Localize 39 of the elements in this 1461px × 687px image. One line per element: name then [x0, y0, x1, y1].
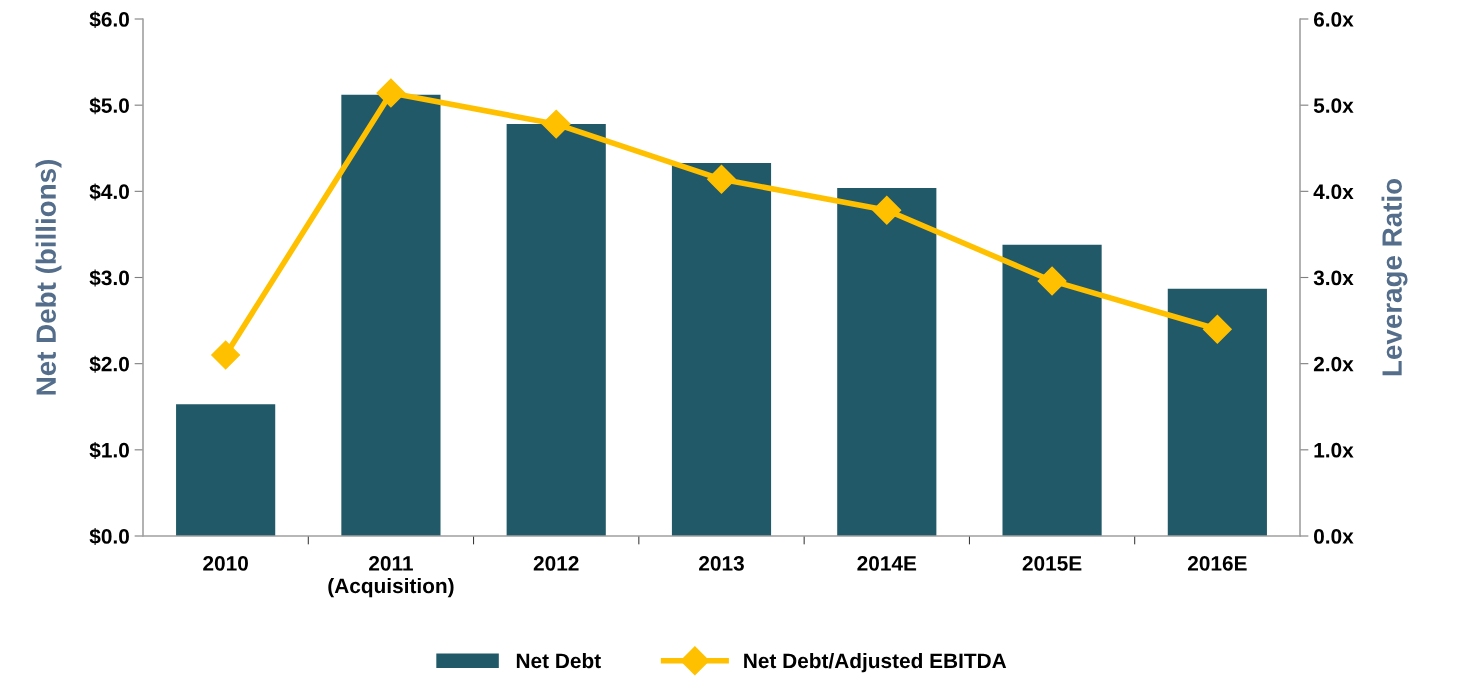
- x-tick-label: 2010: [203, 555, 248, 571]
- bar: [176, 404, 276, 536]
- y2-tick-label: 6.0x: [1313, 12, 1354, 27]
- y2-tick-label: 2.0x: [1313, 356, 1354, 372]
- y-tick-label: $4.0: [89, 183, 129, 201]
- y-tick-label: $0.0: [89, 528, 129, 546]
- x-tick-label: 2015E: [1022, 555, 1082, 571]
- x-tick-label: 2013: [699, 555, 744, 571]
- bar: [1002, 244, 1102, 536]
- y2-axis-title: Leverage Ratio: [1381, 179, 1408, 376]
- x-tick-label: 2012: [533, 555, 579, 571]
- x-tick-label: 2016E: [1187, 555, 1247, 571]
- y2-tick-label: 0.0x: [1314, 529, 1354, 544]
- y2-tick-label: 1.0x: [1314, 442, 1354, 458]
- y-tick-label: $3.0: [89, 269, 129, 287]
- y-tick-label: $2.0: [89, 355, 129, 373]
- bar: [506, 124, 606, 536]
- bar: [837, 187, 937, 536]
- y-tick-label: $1.0: [89, 441, 129, 459]
- y-tick-label: $5.0: [89, 97, 129, 115]
- point: [1202, 314, 1232, 344]
- point: [541, 109, 571, 139]
- point: [1037, 266, 1067, 296]
- x-tick-label: 2014E: [857, 555, 917, 571]
- point: [376, 78, 406, 108]
- legend-label: Net Debt: [516, 652, 601, 669]
- bar: [1167, 288, 1267, 536]
- point: [872, 195, 902, 225]
- x-tick-label: 2011 (Acquisition): [328, 555, 454, 598]
- bar: [671, 162, 772, 536]
- bar: [341, 94, 441, 536]
- point: [707, 164, 736, 194]
- y2-tick-label: 4.0x: [1313, 184, 1354, 200]
- legend-label: Net Debt/Adjusted EBITDA: [744, 652, 1007, 673]
- y-axis-title: Net Debt (billions): [35, 160, 62, 395]
- y-tick-label: $6.0: [89, 11, 129, 29]
- y2-tick-label: 5.0x: [1313, 98, 1354, 113]
- y2-tick-label: 3.0x: [1313, 270, 1354, 286]
- point: [211, 340, 241, 370]
